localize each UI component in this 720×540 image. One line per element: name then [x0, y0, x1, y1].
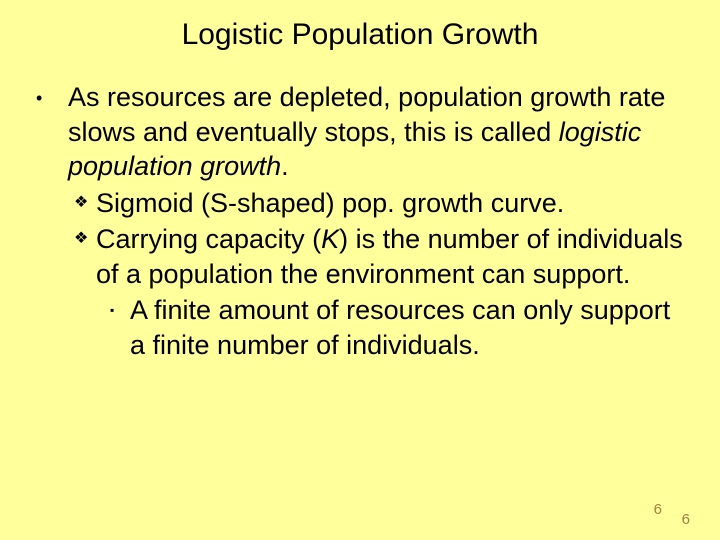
bullet-text-1-2: Carrying capacity (K) is the number of i…: [96, 222, 690, 362]
p3-part-a: Carrying capacity (: [96, 224, 321, 254]
bullet-text-1-1: Sigmoid (S-shaped) pop. growth curve.: [96, 186, 690, 221]
bullet-item-1-2: ❖ Carrying capacity (K) is the number of…: [68, 222, 690, 362]
slide: Logistic Population Growth • As resource…: [0, 0, 720, 540]
p1-part-c: .: [281, 151, 289, 181]
bullet-diamond-icon: ❖: [68, 222, 96, 256]
bullet-text-1: As resources are depleted, population gr…: [68, 80, 690, 362]
page-number: 6: [654, 501, 662, 518]
bullet-dot-icon: •: [34, 80, 68, 116]
bullet-item-1: • As resources are depleted, population …: [34, 80, 690, 362]
page-number-duplicate: 6: [682, 511, 690, 528]
bullet-item-1-2-1: ▪ A finite amount of resources can only …: [104, 293, 690, 362]
bullet-text-1-2-1: A finite amount of resources can only su…: [130, 293, 690, 362]
bullet-item-1-1: ❖ Sigmoid (S-shaped) pop. growth curve.: [68, 186, 690, 221]
bullet-diamond-icon: ❖: [68, 186, 96, 220]
p3-part-b: K: [321, 224, 339, 254]
bullet-square-icon: ▪: [104, 293, 130, 327]
slide-title: Logistic Population Growth: [30, 18, 690, 52]
